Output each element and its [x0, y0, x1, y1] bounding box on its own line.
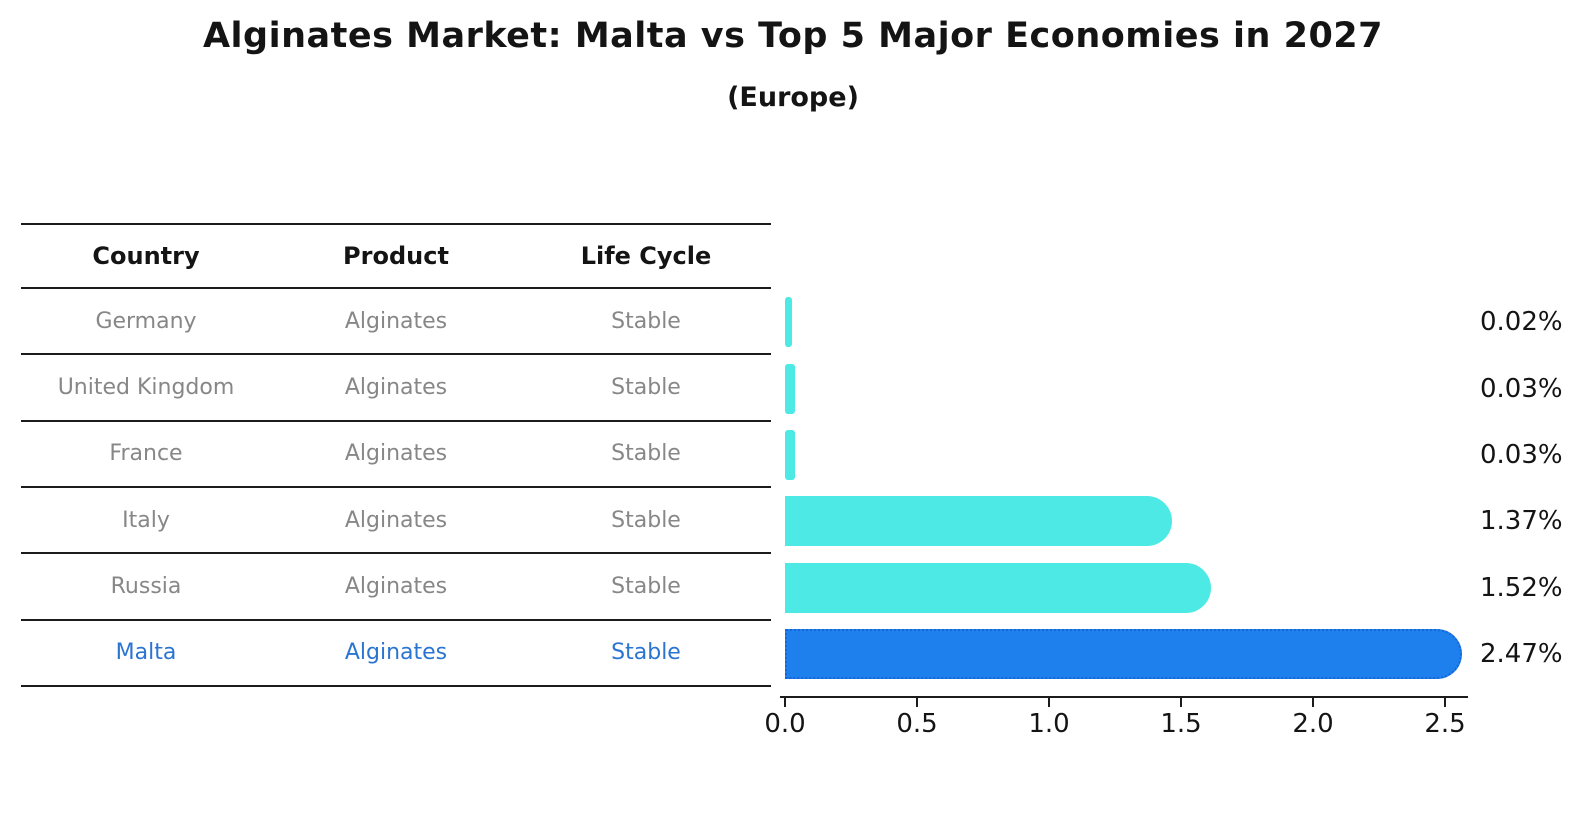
table-row-russia: Russia Alginates Stable: [21, 554, 771, 621]
bar-russia: [785, 562, 1212, 613]
table-cell-country: Malta: [115, 640, 177, 666]
bar-united-kingdom: [785, 363, 795, 414]
table-header-row: Country Product Life Cycle: [21, 223, 771, 289]
x-axis-tick: [916, 698, 918, 707]
column-header-product: Product: [343, 242, 449, 270]
comparison-table: Country Product Life Cycle Germany Algina…: [21, 223, 771, 687]
x-axis-tick-label: 0.5: [896, 709, 938, 739]
table-row-italy: Italy Alginates Stable: [21, 488, 771, 555]
table-row-united-kingdom: United Kingdom Alginates Stable: [21, 355, 771, 422]
table-row-france: France Alginates Stable: [21, 422, 771, 488]
x-axis-tick-label: 0.0: [764, 709, 806, 739]
column-header-country: Country: [92, 242, 200, 270]
bar-value-label: 1.37%: [1480, 506, 1563, 537]
x-axis-tick-label: 1.0: [1028, 709, 1070, 739]
x-axis-tick: [1048, 698, 1050, 707]
bar-france: [785, 429, 795, 480]
x-axis-line: [780, 696, 1468, 698]
table-cell-life-cycle: Stable: [611, 573, 681, 599]
bar-germany: [785, 297, 792, 348]
bar-value-label: 1.52%: [1480, 572, 1563, 603]
chart-subtitle: (Europe): [727, 82, 859, 113]
x-axis-tick: [1180, 698, 1182, 707]
x-axis-tick: [1312, 698, 1314, 707]
table-cell-product: Alginates: [344, 441, 448, 467]
table-cell-product: Alginates: [344, 507, 448, 533]
x-axis-tick: [784, 698, 786, 707]
table-cell-product: Alginates: [344, 640, 448, 666]
bar-value-label: 2.47%: [1480, 638, 1563, 669]
bar-value-label: 0.03%: [1480, 373, 1563, 404]
x-axis-tick-label: 2.5: [1424, 709, 1466, 739]
x-axis-tick-label: 2.0: [1292, 709, 1334, 739]
table-cell-country: Italy: [122, 507, 170, 533]
x-axis-tick-label: 1.5: [1160, 709, 1202, 739]
table-cell-product: Alginates: [344, 573, 448, 599]
table-cell-life-cycle: Stable: [611, 374, 681, 400]
bar-value-label: 0.02%: [1480, 307, 1563, 338]
table-cell-life-cycle: Stable: [611, 308, 681, 334]
x-axis-tick: [1444, 698, 1446, 707]
chart-title: Alginates Market: Malta vs Top 5 Major E…: [202, 16, 1384, 56]
table-cell-life-cycle: Stable: [611, 441, 681, 467]
table-cell-country: Germany: [95, 308, 197, 334]
table-cell-country: France: [109, 441, 183, 467]
table-cell-product: Alginates: [344, 374, 448, 400]
table-cell-life-cycle: Stable: [611, 507, 681, 533]
column-header-life-cycle: Life Cycle: [580, 242, 712, 270]
table-row-germany: Germany Alginates Stable: [21, 289, 771, 356]
table-cell-country: United Kingdom: [57, 374, 235, 400]
table-cell-life-cycle: Stable: [611, 640, 681, 666]
table-cell-product: Alginates: [344, 308, 448, 334]
table-row-malta: Malta Alginates Stable: [21, 621, 771, 687]
bar-malta: [785, 628, 1463, 679]
table-body: Germany Alginates Stable United Kingdom Algi…: [21, 289, 771, 687]
bar-italy: [785, 496, 1172, 547]
table-cell-country: Russia: [110, 573, 182, 599]
bar-value-label: 0.03%: [1480, 439, 1563, 470]
